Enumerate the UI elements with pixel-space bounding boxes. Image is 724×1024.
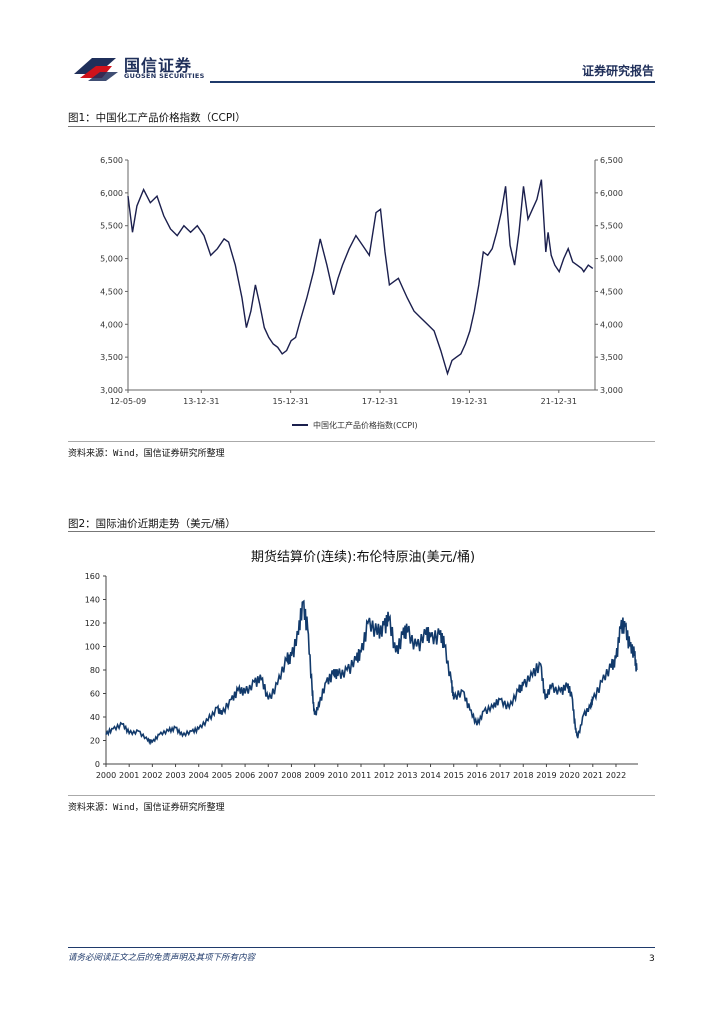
figure1-top-rule	[68, 126, 655, 127]
x-tick-label: 21-12-31	[541, 397, 577, 406]
x-tick-label: 2005	[212, 771, 232, 780]
x-tick-label: 2015	[444, 771, 464, 780]
y-tick-label-right: 5,000	[600, 255, 623, 264]
y-tick-label-left: 6,000	[100, 189, 123, 198]
y-tick-label-left: 3,500	[100, 353, 123, 362]
y-tick-label-left: 4,000	[100, 320, 123, 329]
y-tick-label: 100	[85, 643, 100, 652]
x-tick-label: 2002	[142, 771, 162, 780]
x-tick-label: 2021	[583, 771, 603, 780]
legend-label: 中国化工产品价格指数(CCPI)	[313, 420, 418, 430]
company-name-cn: 国信证券	[124, 56, 193, 75]
x-tick-label: 2004	[189, 771, 209, 780]
figure2-title: 图2：国际油价近期走势（美元/桶）	[68, 518, 236, 530]
y-tick-label-right: 5,500	[600, 222, 623, 231]
ccpi-series-line	[127, 179, 594, 376]
x-tick-label: 2006	[235, 771, 255, 780]
x-tick-label: 2016	[467, 771, 487, 780]
y-tick-label: 80	[90, 666, 100, 675]
x-tick-label: 2013	[397, 771, 417, 780]
chart2-title: 期货结算价(连续):布伦特原油(美元/桶)	[251, 549, 475, 565]
figure2-source: 资料来源：Wind，国信证券研究所整理	[68, 803, 225, 813]
y-tick-label-right: 4,500	[600, 287, 623, 296]
y-tick-label-right: 6,500	[600, 156, 623, 165]
report-type-label: 证券研究报告	[581, 64, 654, 78]
x-tick-label: 2017	[490, 771, 510, 780]
y-tick-label-left: 4,500	[100, 287, 123, 296]
x-tick-label: 2000	[96, 771, 116, 780]
x-tick-label: 2009	[304, 771, 324, 780]
header-rule	[210, 81, 655, 83]
x-tick-label: 2019	[536, 771, 556, 780]
page-header: 国信证券 GUOSEN SECURITIES 证券研究报告	[0, 0, 724, 90]
y-tick-label: 20	[90, 737, 100, 746]
ccpi-legend: 中国化工产品价格指数(CCPI)	[292, 420, 418, 430]
x-tick-label: 15-12-31	[273, 397, 309, 406]
y-tick-label: 160	[85, 572, 100, 581]
guosen-logo-icon	[74, 58, 118, 81]
x-tick-label: 2003	[165, 771, 185, 780]
x-tick-label: 19-12-31	[451, 397, 487, 406]
y-tick-label-right: 6,000	[600, 189, 623, 198]
x-tick-label: 17-12-31	[362, 397, 398, 406]
ccpi-line-chart: 3,000 3,500 4,000 4,500 5,000 5,500 6,000 6,500…	[100, 156, 623, 430]
x-tick-label: 2014	[420, 771, 440, 780]
x-tick-label: 2010	[328, 771, 348, 780]
page-number: 3	[649, 954, 655, 964]
x-tick-label: 2007	[258, 771, 278, 780]
x-tick-label: 2018	[513, 771, 533, 780]
x-tick-label: 2008	[281, 771, 301, 780]
y-tick-label-left: 5,000	[100, 255, 123, 264]
figure1-title: 图1：中国化工产品价格指数（CCPI）	[68, 112, 246, 124]
y-tick-label-left: 6,500	[100, 156, 123, 165]
x-tick-label: 2022	[606, 771, 626, 780]
y-tick-label-right: 3,500	[600, 353, 623, 362]
figure1-source: 资料来源：Wind，国信证券研究所整理	[68, 449, 225, 459]
figure2-top-rule	[68, 531, 655, 532]
y-tick-label: 0	[95, 760, 100, 769]
figure1-bottom-rule	[68, 441, 655, 442]
y-tick-label-left: 5,500	[100, 222, 123, 231]
x-tick-label: 2011	[351, 771, 371, 780]
y-tick-label: 140	[85, 596, 100, 605]
company-name-en: GUOSEN SECURITIES	[124, 72, 205, 80]
y-tick-label: 120	[85, 619, 100, 628]
disclaimer-text: 请务必阅读正文之后的免责声明及其项下所有内容	[68, 953, 256, 963]
x-tick-label: 13-12-31	[183, 397, 219, 406]
figure2-bottom-rule	[68, 795, 655, 796]
x-tick-label: 12-05-09	[110, 397, 146, 406]
x-tick-label: 2001	[119, 771, 139, 780]
y-tick-label-right: 4,000	[600, 320, 623, 329]
y-tick-label: 60	[90, 690, 100, 699]
footer-rule	[68, 947, 655, 948]
x-tick-label: 2012	[374, 771, 394, 780]
y-tick-label-left: 3,000	[100, 386, 123, 395]
y-tick-label: 40	[90, 713, 100, 722]
brent-series-line	[105, 599, 638, 746]
brent-oil-line-chart: 期货结算价(连续):布伦特原油(美元/桶) 0 20 40 60 80 100 120 140…	[85, 549, 638, 780]
x-tick-label: 2020	[559, 771, 579, 780]
y-tick-label-right: 3,000	[600, 386, 623, 395]
